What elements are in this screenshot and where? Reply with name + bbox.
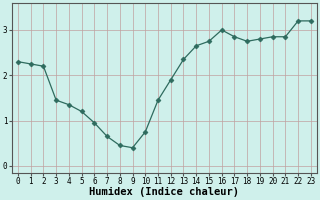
X-axis label: Humidex (Indice chaleur): Humidex (Indice chaleur) [89, 187, 239, 197]
